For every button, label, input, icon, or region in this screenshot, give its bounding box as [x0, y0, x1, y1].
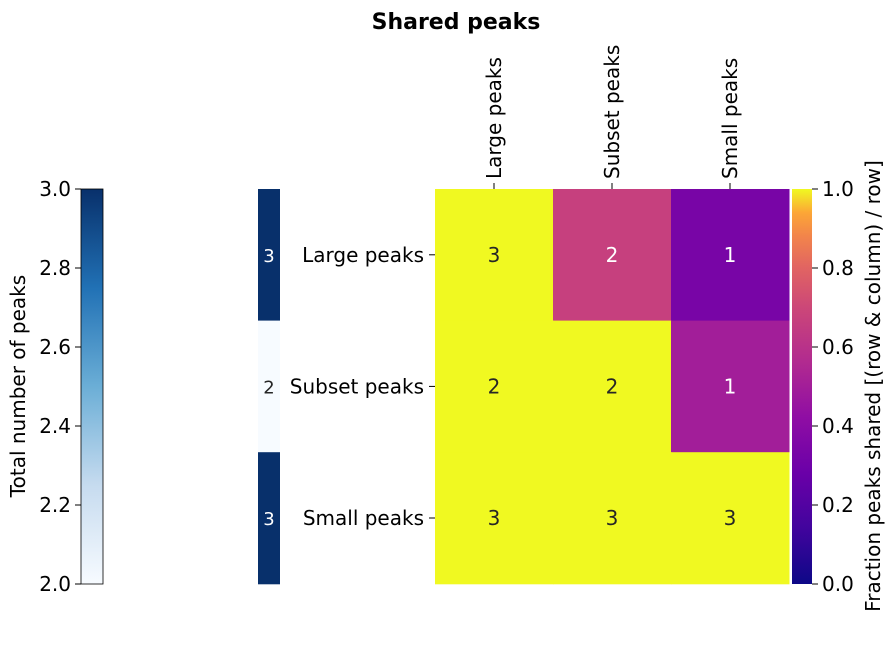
heatmap-cell [671, 189, 790, 322]
row-label: Subset peaks [290, 374, 424, 398]
heatmap-cell-count: 2 [606, 374, 619, 398]
heatmap-cell-count: 2 [488, 374, 501, 398]
fraction-colorbar-gradient [792, 189, 812, 584]
heatmap-cell-count: 2 [606, 243, 619, 267]
column-label: Large peaks [482, 57, 506, 179]
fraction-colorbar: 0.0 0.2 0.4 0.6 0.8 1.0 Fraction peaks shared… [792, 160, 885, 612]
totals-colorbar-tick-label: 3.0 [39, 177, 71, 201]
heatmap-cell [671, 320, 790, 453]
row-total-value: 3 [263, 246, 274, 267]
totals-colorbar-label: Total number of peaks [6, 275, 30, 498]
heatmap-cell [435, 320, 554, 453]
row-total-cell [258, 452, 280, 585]
row-total-value: 2 [263, 377, 274, 398]
heatmap-cell [435, 452, 554, 585]
heatmap-cell-count: 3 [488, 506, 501, 530]
heatmap-cell-count: 3 [488, 243, 501, 267]
heatmap-cell [553, 452, 672, 585]
fraction-colorbar-tick-label: 0.2 [822, 493, 854, 517]
totals-colorbar-tick-label: 2.2 [39, 493, 71, 517]
fraction-colorbar-tick-label: 1.0 [822, 177, 854, 201]
fraction-colorbar-tick-label: 0.0 [822, 572, 854, 596]
row-total-cell [258, 320, 280, 453]
fraction-colorbar-tick-label: 0.6 [822, 335, 854, 359]
row-totals-strip: 3 2 3 [258, 189, 280, 585]
totals-colorbar-gradient [80, 188, 104, 585]
heatmap-cell-count: 1 [724, 374, 737, 398]
fraction-colorbar-label: Fraction peaks shared [(row & column) / … [861, 160, 885, 612]
heatmap-cell [671, 452, 790, 585]
heatmap-cells: 3 2 1 2 2 1 3 3 3 [435, 189, 790, 585]
column-labels: Large peaks Subset peaks Small peaks [482, 45, 742, 189]
row-label: Small peaks [303, 506, 424, 530]
column-label: Subset peaks [600, 45, 624, 179]
heatmap-cell [553, 189, 672, 322]
column-label: Small peaks [718, 58, 742, 179]
heatmap-cell [435, 189, 554, 322]
chart-title: Shared peaks [372, 10, 541, 35]
totals-colorbar-tick-label: 2.0 [39, 572, 71, 596]
heatmap-cell-count: 3 [606, 506, 619, 530]
fraction-colorbar-tick-label: 0.4 [822, 414, 854, 438]
totals-colorbar: 2.0 2.2 2.4 2.6 2.8 3.0 Total number of peaks [6, 177, 104, 596]
row-labels: Large peaks Subset peaks Small peaks [290, 243, 435, 530]
fraction-colorbar-tick-label: 0.8 [822, 256, 854, 280]
totals-colorbar-tick-label: 2.6 [39, 335, 71, 359]
heatmap-cell-count: 3 [724, 506, 737, 530]
row-total-cell [258, 189, 280, 322]
row-label: Large peaks [302, 243, 424, 267]
totals-colorbar-tick-label: 2.4 [39, 414, 71, 438]
heatmap-cell-count: 1 [724, 243, 737, 267]
row-total-value: 3 [263, 509, 274, 530]
totals-colorbar-tick-label: 2.8 [39, 256, 71, 280]
heatmap-cell [553, 320, 672, 453]
